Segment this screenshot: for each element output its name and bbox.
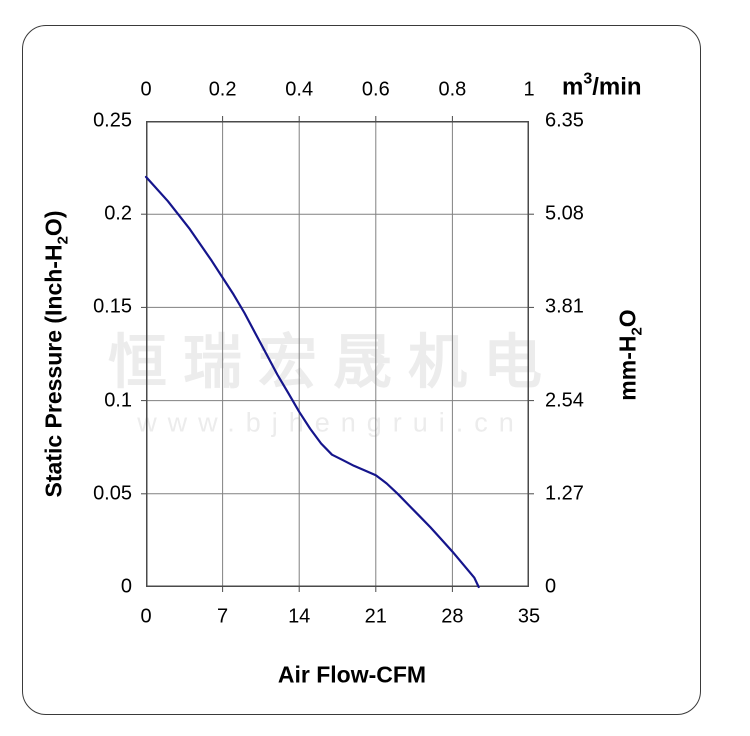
tick-label: 0.05 [93,482,132,505]
left-title-pre: Static Pressure (Inch-H [40,244,67,498]
y-axis-title-left: Static Pressure (Inch-H2O) [41,211,72,498]
tick-label: 0 [120,575,132,598]
y-axis-title-right: mm-H2O [615,309,646,400]
unit-superscript: 3 [583,70,593,88]
tick-label: 1.27 [545,482,584,505]
plot-border [146,121,529,587]
left-title-sub: 2 [54,236,72,245]
tick-label: 1 [523,78,535,101]
tick-label: 0.4 [285,78,314,101]
page-border-frame [22,25,701,715]
watermark-company-text: 恒瑞宏晟机电 [107,329,559,396]
tick-label: 7 [217,605,229,628]
tick-label: 0.25 [93,109,132,132]
right-title-post: O [614,309,641,328]
left-title-post: O) [40,210,67,237]
unit-rest: /min [592,73,642,101]
watermark-url-text: www.bjhengrui.cn [137,407,525,438]
tick-label: 0.6 [361,78,390,101]
tick-label: 0.1 [104,389,132,412]
fan-performance-plot [141,116,534,592]
top-axis-unit-label: m3/min [562,70,642,102]
tick-label: 0 [140,78,152,101]
tick-label: 28 [441,605,464,628]
tick-label: 0 [545,575,557,598]
tick-label: 0.2 [104,202,132,225]
tick-label: 3.81 [545,295,584,318]
unit-base: m [562,73,584,101]
tick-label: 0.8 [438,78,467,101]
right-title-pre: mm-H [614,335,641,401]
pressure-flow-curve [144,175,480,589]
right-title-sub: 2 [628,327,646,336]
tick-label: 14 [288,605,311,628]
tick-label: 6.35 [545,109,584,132]
tick-label: 0.15 [93,295,132,318]
tick-label: 0 [140,605,152,628]
tick-label: 2.54 [545,389,584,412]
tick-label: 35 [517,605,541,628]
tick-label: 5.08 [545,202,584,225]
tick-label: 21 [364,605,387,628]
tick-label: 0.2 [208,78,237,101]
x-axis-title: Air Flow-CFM [277,661,427,688]
